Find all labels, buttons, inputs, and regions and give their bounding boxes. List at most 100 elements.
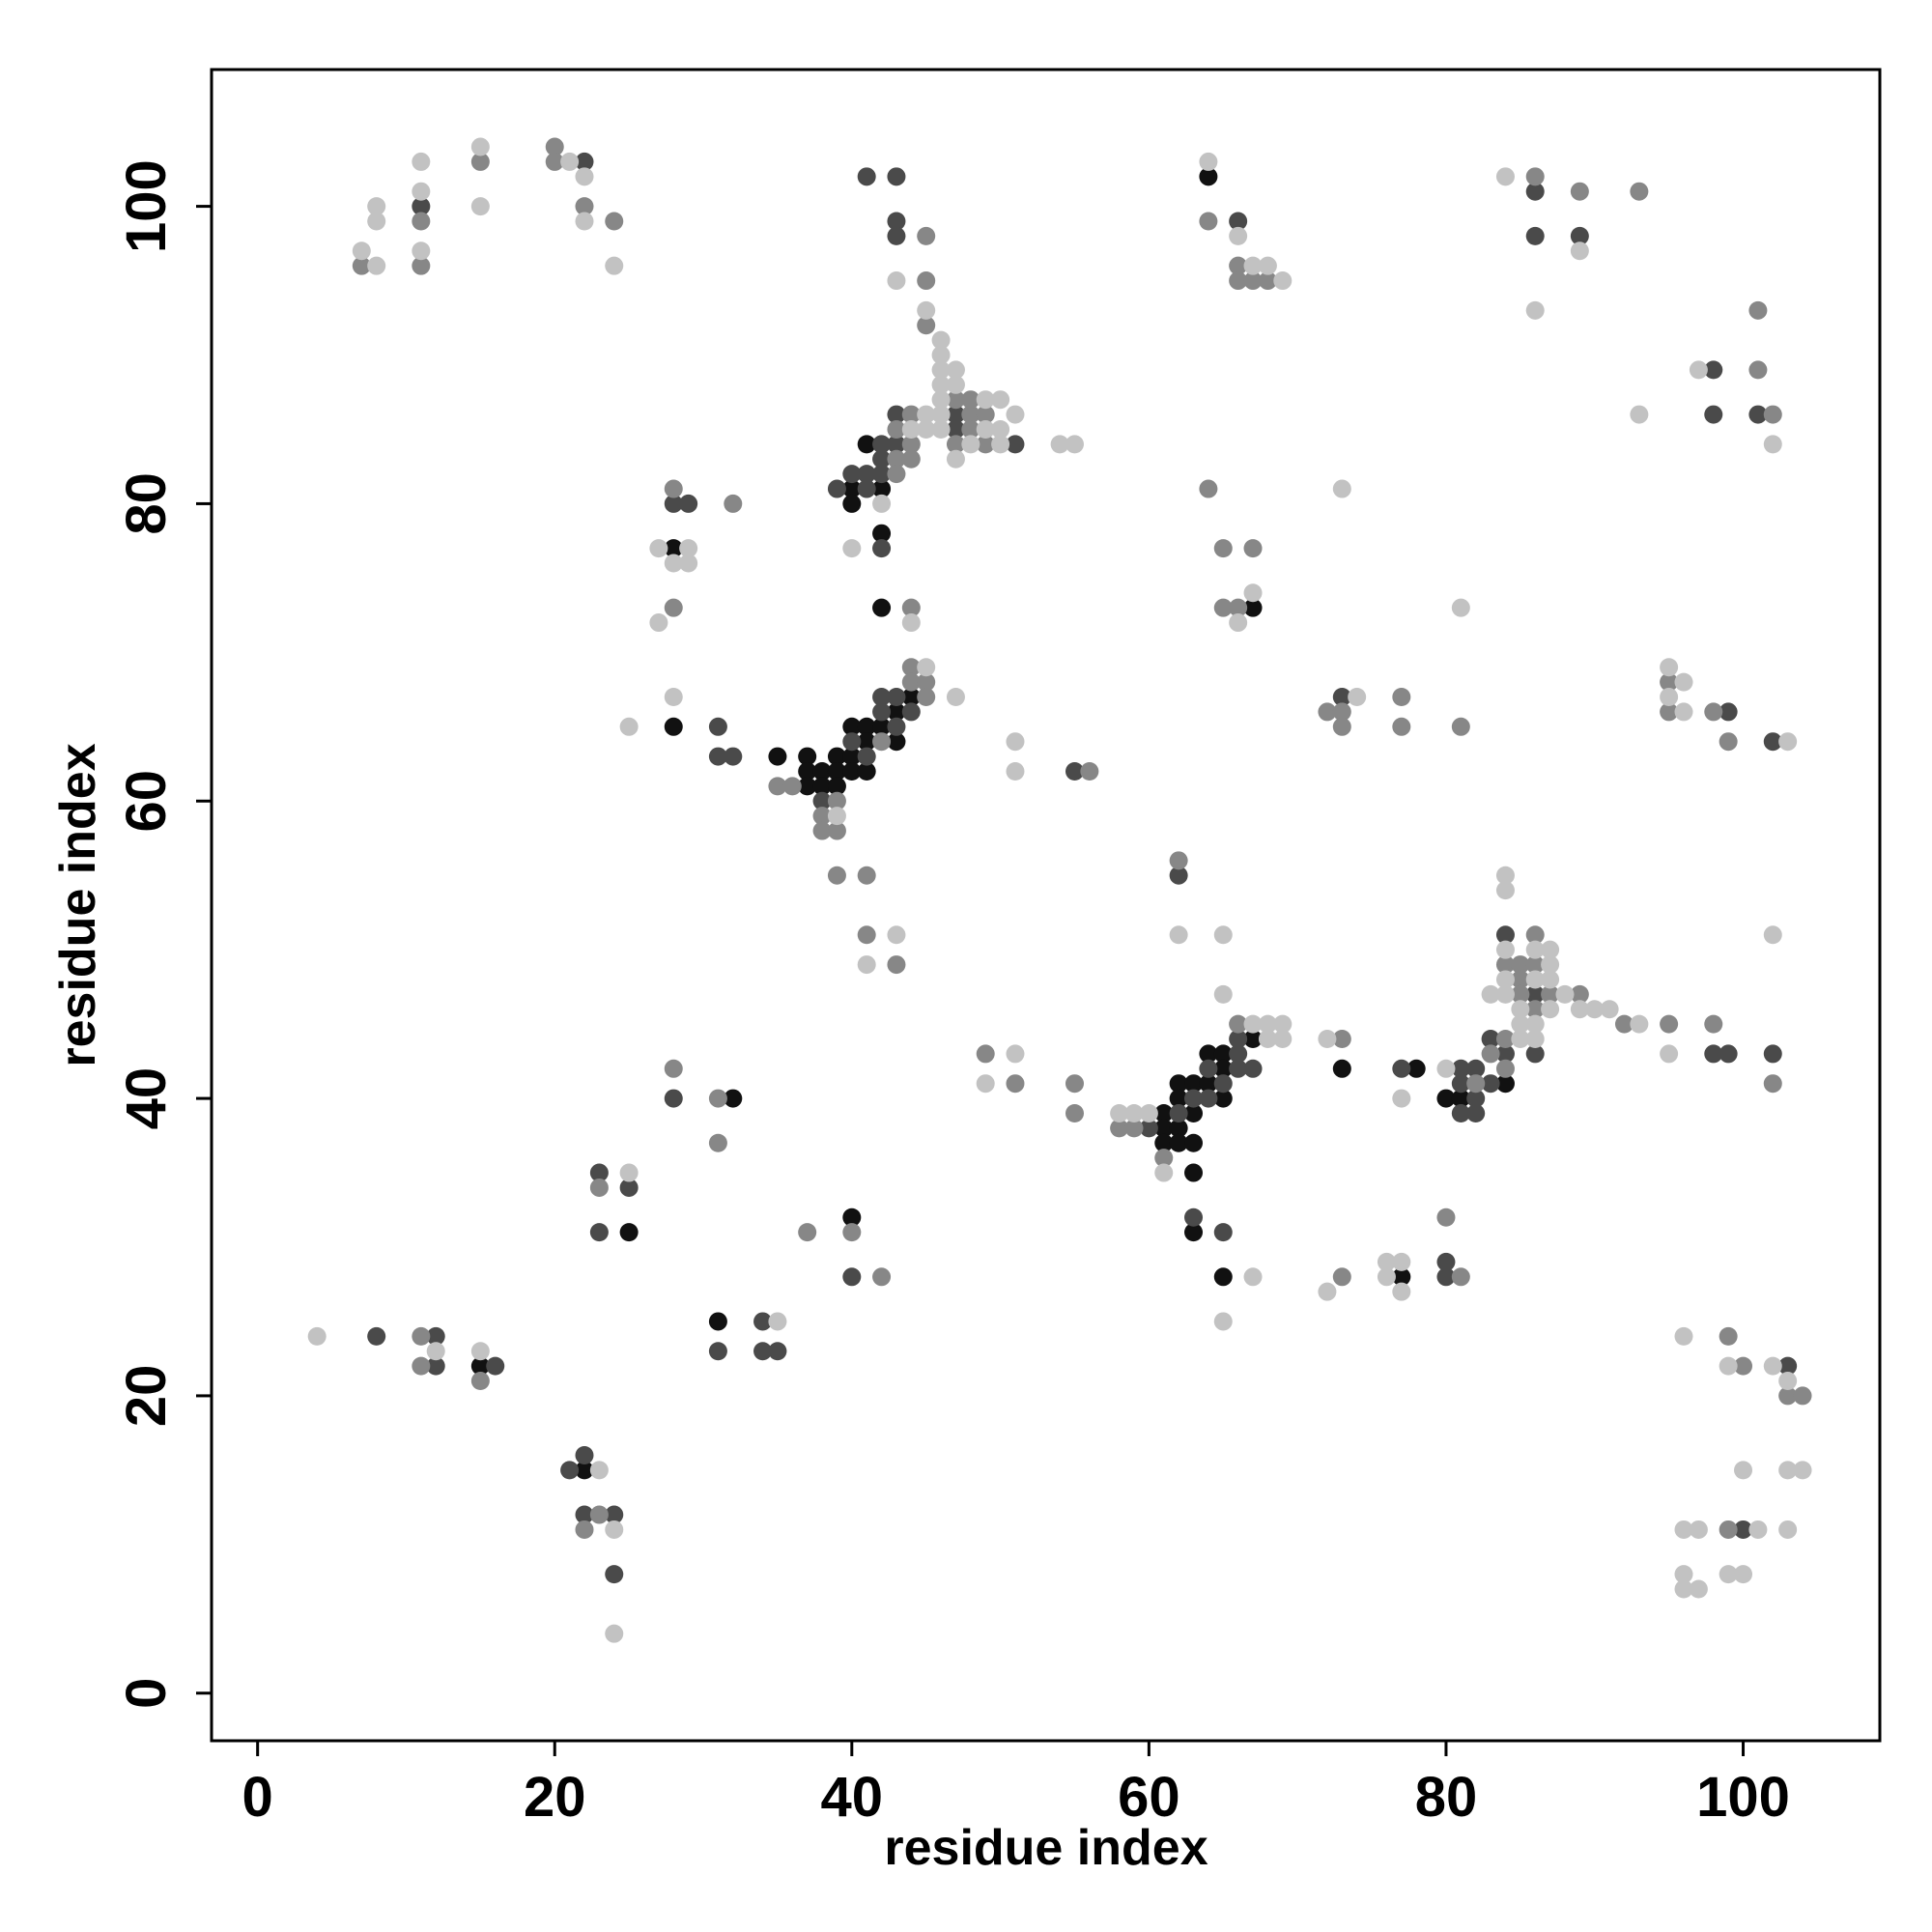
- point: [1213, 1044, 1233, 1064]
- point: [412, 256, 431, 275]
- point: [1525, 167, 1545, 186]
- point: [1748, 405, 1768, 424]
- point: [1674, 1565, 1693, 1584]
- point: [1169, 1103, 1188, 1122]
- point: [1734, 1520, 1753, 1539]
- point: [1719, 732, 1738, 752]
- point: [1689, 1520, 1708, 1539]
- y-tick-label: 100: [115, 159, 178, 253]
- point: [901, 598, 921, 617]
- y-tick-label: 80: [115, 472, 178, 535]
- point: [768, 1312, 787, 1331]
- point: [1199, 1059, 1218, 1078]
- point: [1541, 940, 1560, 959]
- point: [1392, 1059, 1411, 1078]
- point: [1748, 300, 1768, 320]
- point: [842, 479, 862, 498]
- point: [1734, 1565, 1753, 1584]
- point: [1451, 1267, 1470, 1287]
- point: [1332, 1267, 1351, 1287]
- point: [842, 494, 862, 513]
- point: [1050, 435, 1069, 454]
- point: [901, 435, 921, 454]
- point: [1006, 435, 1025, 454]
- point: [1243, 583, 1263, 603]
- point: [1525, 984, 1545, 1004]
- point: [470, 197, 490, 216]
- point: [1525, 182, 1545, 201]
- point: [1704, 405, 1723, 424]
- point: [1570, 984, 1589, 1004]
- point: [619, 1178, 639, 1197]
- point: [605, 256, 624, 275]
- point: [946, 375, 965, 394]
- point: [1213, 1059, 1233, 1078]
- point: [1199, 479, 1218, 498]
- point: [1525, 226, 1545, 245]
- point: [872, 494, 892, 513]
- point: [1169, 1119, 1188, 1138]
- point: [917, 658, 936, 677]
- point: [917, 316, 936, 335]
- point: [857, 925, 876, 945]
- point: [1660, 688, 1679, 707]
- point: [1525, 955, 1545, 975]
- point: [798, 761, 817, 781]
- point: [1332, 717, 1351, 736]
- point: [1704, 1014, 1723, 1034]
- point: [901, 658, 921, 677]
- point: [976, 1044, 995, 1064]
- point: [1451, 717, 1470, 736]
- point: [664, 1059, 683, 1078]
- point: [1630, 405, 1649, 424]
- point: [1110, 1119, 1129, 1138]
- point: [887, 435, 906, 454]
- point: [1213, 1267, 1233, 1287]
- point: [1006, 1044, 1025, 1064]
- point: [1213, 539, 1233, 558]
- point: [961, 419, 980, 439]
- point: [605, 1505, 624, 1524]
- point: [470, 152, 490, 171]
- point: [1763, 1356, 1782, 1376]
- point: [1495, 1074, 1515, 1094]
- point: [1525, 970, 1545, 989]
- point: [1719, 1520, 1738, 1539]
- point: [1630, 182, 1649, 201]
- point: [1495, 167, 1515, 186]
- point: [545, 137, 564, 156]
- x-tick-label: 20: [524, 1766, 586, 1829]
- point: [887, 271, 906, 291]
- point: [352, 256, 371, 275]
- point: [1318, 1030, 1337, 1049]
- point: [857, 465, 876, 484]
- point: [1436, 1267, 1456, 1287]
- y-axis-label: residue index: [50, 743, 106, 1066]
- point: [872, 598, 892, 617]
- point: [857, 761, 876, 781]
- point: [857, 732, 876, 752]
- point: [412, 212, 431, 231]
- point: [827, 866, 846, 885]
- point: [1719, 1356, 1738, 1376]
- point: [1466, 1103, 1486, 1122]
- point: [1169, 1089, 1188, 1108]
- point: [901, 449, 921, 469]
- point: [1080, 761, 1099, 781]
- point: [589, 1163, 609, 1182]
- point: [1704, 702, 1723, 722]
- point: [1778, 1520, 1798, 1539]
- point: [1243, 1014, 1263, 1034]
- point: [1570, 1000, 1589, 1019]
- point: [1495, 955, 1515, 975]
- point: [1332, 479, 1351, 498]
- point: [1734, 1356, 1753, 1376]
- point: [1748, 1520, 1768, 1539]
- point: [708, 747, 727, 766]
- point: [1600, 1000, 1619, 1019]
- point: [917, 271, 936, 291]
- point: [812, 807, 832, 826]
- point: [827, 777, 846, 796]
- point: [1243, 1059, 1263, 1078]
